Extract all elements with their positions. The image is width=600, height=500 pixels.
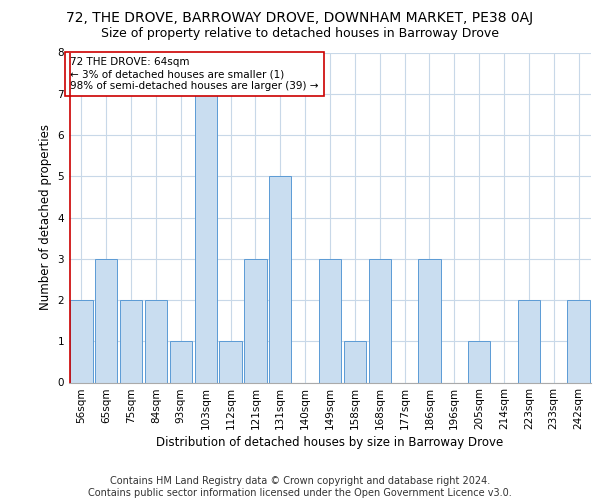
Bar [244,259,266,382]
Bar [368,259,391,382]
Text: 72 THE DROVE: 64sqm
← 3% of detached houses are smaller (1)
98% of semi-detached: 72 THE DROVE: 64sqm ← 3% of detached hou… [70,58,319,90]
Bar [319,259,341,382]
Text: Size of property relative to detached houses in Barroway Drove: Size of property relative to detached ho… [101,28,499,40]
Bar [269,176,292,382]
Bar [568,300,590,382]
Bar [120,300,142,382]
Bar [95,259,118,382]
Bar [70,300,92,382]
Text: Contains HM Land Registry data © Crown copyright and database right 2024.
Contai: Contains HM Land Registry data © Crown c… [88,476,512,498]
Bar [170,341,192,382]
Bar [194,94,217,382]
Bar [145,300,167,382]
X-axis label: Distribution of detached houses by size in Barroway Drove: Distribution of detached houses by size … [157,436,503,450]
Bar [418,259,440,382]
Bar [344,341,366,382]
Y-axis label: Number of detached properties: Number of detached properties [39,124,52,310]
Bar [220,341,242,382]
Text: 72, THE DROVE, BARROWAY DROVE, DOWNHAM MARKET, PE38 0AJ: 72, THE DROVE, BARROWAY DROVE, DOWNHAM M… [67,11,533,25]
Bar [468,341,490,382]
Bar [518,300,540,382]
